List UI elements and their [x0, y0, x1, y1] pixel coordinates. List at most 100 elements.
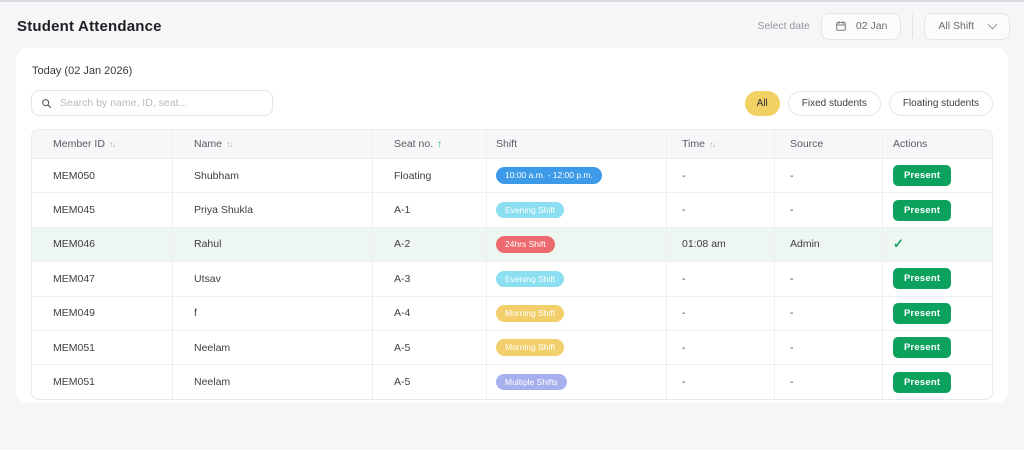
shift-badge: Morning Shift	[496, 305, 565, 322]
attendance-card: Today (02 Jan 2026) All Fixed students F…	[16, 48, 1008, 403]
member-id-cell: MEM045	[32, 193, 173, 227]
col-header-name[interactable]: Name ↑↓	[173, 130, 373, 158]
shift-cell: Multiple Shifts	[487, 365, 667, 399]
col-header-source: Source	[775, 130, 883, 158]
table-row: MEM047 Utsav A-3 Evening Shift - - Present	[32, 261, 992, 296]
present-button[interactable]: Present	[893, 268, 952, 290]
time-cell: -	[667, 262, 775, 296]
today-label: Today (02 Jan 2026)	[32, 65, 133, 77]
source-cell: -	[775, 159, 883, 193]
present-button[interactable]: Present	[893, 165, 952, 187]
present-button[interactable]: Present	[893, 371, 952, 393]
source-cell: -	[775, 365, 883, 399]
shift-badge: Evening Shift	[496, 270, 565, 288]
chevron-down-icon	[987, 19, 998, 30]
filter-all[interactable]: All	[744, 90, 780, 116]
shift-cell: Evening Shift	[487, 193, 667, 227]
table-body: MEM050 Shubham Floating 10:00 a.m. - 12:00 …	[32, 158, 992, 399]
time-cell: -	[667, 330, 775, 365]
present-button[interactable]: Present	[893, 199, 952, 221]
attendance-table: Member ID ↑↓ Name ↑↓ Seat no. ↑ Shift Ti…	[31, 129, 993, 400]
shift-cell: 10:00 a.m. - 12:00 p.m.	[487, 159, 667, 193]
topbar-controls: Select date 02 Jan All Shift	[757, 12, 1010, 40]
name-cell: Rahul	[173, 227, 373, 262]
seat-cell: A-4	[373, 296, 487, 330]
name-cell: Neelam	[173, 365, 373, 399]
member-id-cell: MEM051	[32, 330, 173, 365]
table-row: MEM045 Priya Shukla A-1 Evening Shift - - Pres…	[32, 192, 992, 227]
shift-badge: Multiple Shifts	[496, 373, 567, 391]
table-header: Member ID ↑↓ Name ↑↓ Seat no. ↑ Shift Ti…	[32, 130, 992, 158]
sort-icon: ↑↓	[708, 139, 716, 149]
date-picker-button[interactable]: 02 Jan	[820, 12, 902, 40]
name-cell: Neelam	[173, 330, 373, 365]
topbar: Student Attendance Select date 02 Jan Al…	[0, 2, 1024, 48]
source-cell: Admin	[775, 227, 883, 262]
sort-asc-icon: ↑	[437, 138, 443, 150]
source-cell: -	[775, 262, 883, 296]
seat-cell: A-3	[373, 262, 487, 296]
time-cell: -	[667, 159, 775, 193]
toolbar-row: All Fixed students Floating students	[31, 90, 993, 116]
search-input[interactable]	[58, 96, 263, 110]
filter-floating-students[interactable]: Floating students	[888, 90, 993, 116]
seat-cell: Floating	[373, 159, 487, 193]
actions-cell: Present	[883, 331, 992, 364]
present-button[interactable]: Present	[893, 302, 952, 324]
present-button[interactable]: Present	[893, 337, 952, 359]
shift-filter-value: All Shift	[938, 20, 974, 32]
shift-badge: 10:00 a.m. - 12:00 p.m.	[496, 167, 602, 184]
member-id-cell: MEM047	[32, 262, 173, 296]
actions-cell: Present	[883, 193, 992, 226]
shift-cell: Evening Shift	[487, 262, 667, 296]
table-row: MEM051 Neelam A-5 Multiple Shifts - - Present	[32, 364, 992, 399]
shift-badge: Evening Shift	[496, 201, 565, 219]
filter-pills: All Fixed students Floating students	[744, 90, 993, 116]
col-header-seat-no[interactable]: Seat no. ↑	[373, 130, 487, 158]
time-cell: -	[667, 296, 775, 330]
member-id-cell: MEM046	[32, 227, 173, 262]
actions-cell: ✓	[883, 228, 992, 261]
shift-filter-select[interactable]: All Shift	[924, 12, 1010, 40]
search-box[interactable]	[31, 90, 273, 116]
search-icon	[41, 98, 52, 109]
seat-cell: A-5	[373, 365, 487, 399]
shift-cell: Morning Shift	[487, 296, 667, 330]
calendar-icon	[835, 20, 847, 32]
sort-icon: ↑↓	[226, 139, 233, 149]
sort-icon: ↑↓	[108, 139, 116, 149]
name-cell: f	[173, 296, 373, 330]
actions-cell: Present	[883, 365, 992, 398]
actions-cell: Present	[883, 297, 992, 330]
col-header-shift: Shift	[487, 130, 667, 158]
time-cell: 01:08 am	[667, 227, 775, 262]
source-cell: -	[775, 193, 883, 227]
shift-badge: Morning Shift	[496, 339, 565, 356]
filter-fixed-students[interactable]: Fixed students	[787, 90, 881, 116]
table-row: MEM046 Rahul A-2 24hrs Shift 01:08 am Admin ✓	[32, 226, 992, 262]
shift-cell: Morning Shift	[487, 330, 667, 365]
member-id-cell: MEM050	[32, 159, 173, 193]
name-cell: Priya Shukla	[173, 193, 373, 227]
divider	[912, 14, 914, 38]
table-row: MEM049 f A-4 Morning Shift - - Present	[32, 295, 992, 330]
shift-cell: 24hrs Shift	[487, 227, 667, 262]
seat-cell: A-1	[373, 193, 487, 227]
member-id-cell: MEM049	[32, 296, 173, 330]
shift-badge: 24hrs Shift	[496, 236, 555, 253]
col-header-actions: Actions	[893, 138, 928, 150]
source-cell: -	[775, 296, 883, 330]
name-cell: Utsav	[173, 262, 373, 296]
name-cell: Shubham	[173, 159, 373, 193]
seat-cell: A-2	[373, 227, 487, 262]
window-top-edge	[0, 0, 1024, 2]
col-header-member-id[interactable]: Member ID ↑↓	[32, 130, 173, 158]
table-row: MEM051 Neelam A-5 Morning Shift - - Present	[32, 329, 992, 365]
actions-cell: Present	[883, 159, 992, 192]
source-cell: -	[775, 330, 883, 365]
time-cell: -	[667, 365, 775, 399]
select-date-label: Select date	[757, 20, 810, 32]
col-header-time[interactable]: Time ↑↓	[667, 130, 775, 158]
page-title: Student Attendance	[17, 17, 162, 35]
seat-cell: A-5	[373, 330, 487, 365]
